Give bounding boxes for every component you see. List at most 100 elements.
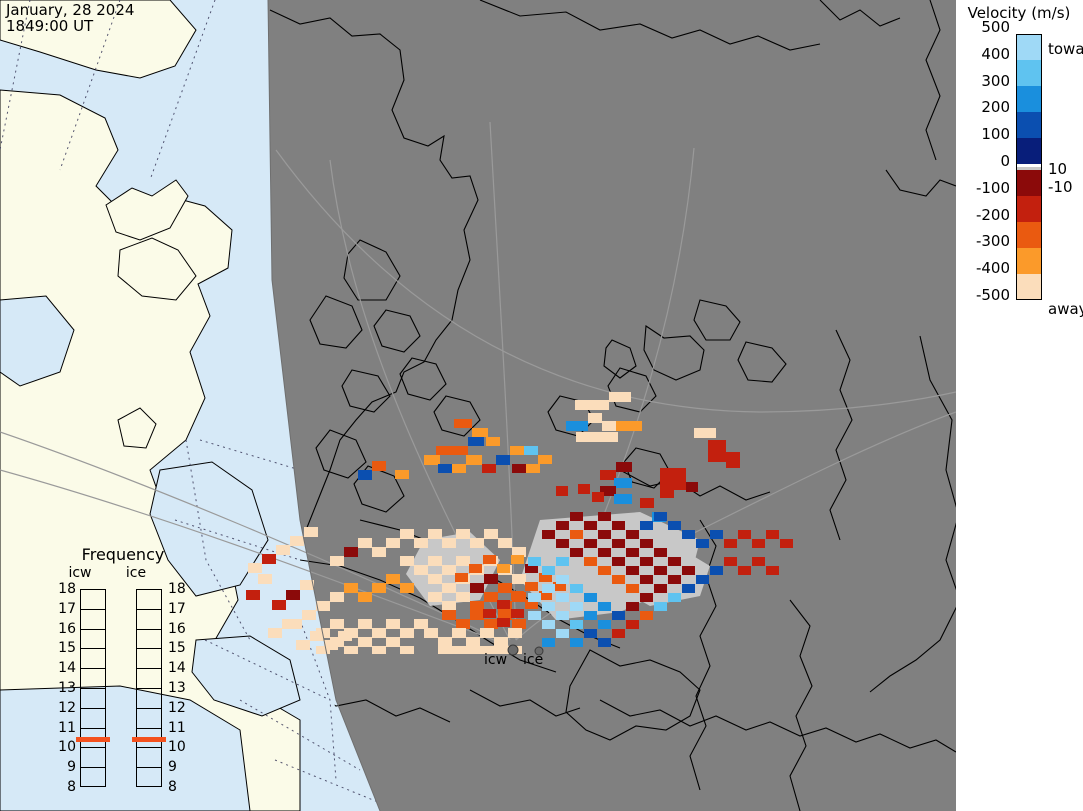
radar-cell (480, 646, 494, 654)
radar-cell (556, 486, 568, 496)
radar-cell (542, 584, 555, 593)
radar-cell (272, 600, 286, 610)
terminator-line (267, 0, 381, 811)
radar-cell (668, 557, 681, 566)
radar-cell (438, 464, 452, 473)
radar-cell (612, 575, 625, 584)
radar-cell (612, 557, 625, 566)
radar-cell (556, 593, 569, 602)
colorbar-gradient[interactable] (1016, 34, 1042, 300)
radar-cell (710, 566, 723, 575)
radar-cell (358, 592, 372, 602)
radar-cell (525, 582, 538, 591)
radar-cell (570, 530, 583, 539)
radar-cell (454, 419, 472, 428)
colorbar-tick-400: 400 (981, 44, 1010, 63)
radar-cell (524, 446, 538, 455)
radar-cell (584, 629, 597, 638)
frequency-bar-ice[interactable] (136, 589, 162, 787)
radar-cell (466, 455, 482, 465)
radar-cell (556, 611, 569, 620)
radar-cell (570, 620, 583, 629)
radar-cell (386, 574, 400, 584)
radar-cell (386, 637, 400, 647)
radar-cell (640, 557, 653, 566)
radar-cell (654, 584, 667, 593)
colorbar-band-neutral-lower (1016, 167, 1042, 170)
radar-cell (400, 628, 414, 638)
radar-cell (386, 619, 400, 629)
radar-cell (542, 566, 555, 575)
radar-cell (682, 584, 695, 593)
frequency-tick-ice-9: 9 (168, 759, 177, 776)
frequency-bar-icw[interactable] (80, 589, 106, 787)
radar-cell (511, 609, 524, 618)
radar-cell (626, 530, 639, 539)
radar-cell (472, 428, 488, 437)
radar-cell (570, 638, 583, 647)
radar-cell (738, 530, 751, 539)
night-coastlines (269, 0, 956, 811)
radar-cell (724, 557, 737, 566)
radar-cell (414, 619, 428, 629)
radar-cell (592, 492, 604, 502)
frequency-tick-icw-16: 16 (58, 620, 76, 637)
radar-cell (556, 557, 569, 566)
frequency-tick-ice-14: 14 (168, 660, 186, 677)
map-panel[interactable]: icw ice January, 28 2024 1849:00 UT Freq… (0, 0, 956, 811)
radar-cell (296, 640, 310, 650)
radar-cell (654, 602, 667, 611)
radar-cell (268, 628, 282, 638)
radar-cell (510, 446, 524, 455)
radar-cell (598, 530, 611, 539)
colorbar-tick-0: 0 (1000, 152, 1010, 170)
radar-cell (626, 584, 639, 593)
radar-cell (494, 637, 508, 647)
radar-cell (626, 548, 639, 557)
radar-cell (616, 421, 642, 431)
radar-cell (556, 521, 569, 530)
timestamp-overlay: January, 28 2024 1849:00 UT (6, 2, 134, 34)
radar-cell (570, 584, 583, 593)
radar-velocity-cells[interactable] (0, 0, 956, 811)
colorbar-tick--200: -200 (975, 205, 1010, 224)
night-side-region (268, 0, 956, 811)
radar-cell (310, 631, 324, 641)
radar-cell (428, 556, 442, 566)
radar-cell (442, 565, 456, 575)
frequency-tick-ice-18: 18 (168, 581, 186, 597)
colorbar-near-zero-upper-label: 10 (1048, 160, 1068, 178)
frequency-tick-ice-16: 16 (168, 620, 186, 637)
radar-cell (258, 574, 272, 584)
colorbar-band-toward-3 (1016, 112, 1042, 138)
colorbar-band-neutral-upper (1016, 164, 1042, 167)
radar-cell (604, 432, 618, 442)
frequency-bar-label-ice: ice (125, 565, 147, 581)
radar-cell (600, 486, 616, 496)
colorbar-tick-300: 300 (981, 71, 1010, 90)
radar-cell (674, 468, 686, 490)
radar-cell (497, 600, 510, 609)
radar-cell (316, 646, 330, 654)
radar-cell (598, 620, 611, 629)
radar-cell (455, 573, 468, 582)
radar-cell (438, 637, 452, 647)
radar-cell (686, 482, 698, 492)
radar-cell (556, 629, 569, 638)
timestamp-time: 1849:00 UT (6, 17, 94, 35)
radar-site-marker-ice (534, 646, 544, 656)
radar-cell (386, 538, 400, 548)
frequency-tick-icw-17: 17 (58, 600, 76, 617)
radar-cell (668, 593, 681, 602)
radar-cell (358, 538, 372, 548)
colorbar-band-toward-4 (1016, 138, 1042, 164)
frequency-segment (81, 590, 105, 610)
radar-site-markers (507, 644, 544, 656)
radar-cell (468, 437, 484, 446)
radar-cell (598, 638, 611, 647)
radar-cell (584, 557, 597, 566)
radar-cell (602, 421, 616, 431)
radar-cell (358, 619, 372, 629)
radar-cell (766, 530, 779, 539)
frequency-tick-icw-8: 8 (67, 779, 76, 795)
